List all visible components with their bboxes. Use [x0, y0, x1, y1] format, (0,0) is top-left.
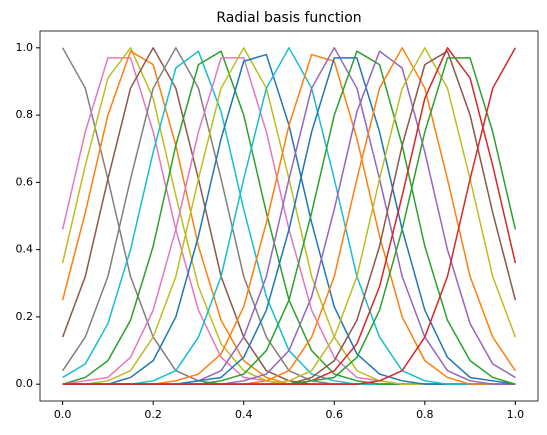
y-tick-label: 0.6: [16, 175, 34, 188]
line-series: [62, 47, 516, 385]
line-series: [62, 47, 517, 385]
x-tick-label: 0.6: [326, 408, 344, 421]
y-tick-label: 0.4: [16, 243, 34, 256]
x-tick-label: 0.4: [235, 408, 253, 421]
y-tick-label: 0.8: [16, 108, 34, 121]
y-tick-label: 0.0: [16, 377, 34, 390]
x-tick-label: 0.0: [54, 408, 72, 421]
y-tick-label: 1.0: [16, 41, 34, 54]
x-tick-label: 1.0: [507, 408, 525, 421]
x-tick-label: 0.2: [144, 408, 162, 421]
x-tick-label: 0.8: [416, 408, 434, 421]
chart-title: Radial basis function: [216, 10, 361, 26]
y-tick-label: 0.2: [16, 310, 34, 323]
plot-frame: [39, 30, 539, 402]
